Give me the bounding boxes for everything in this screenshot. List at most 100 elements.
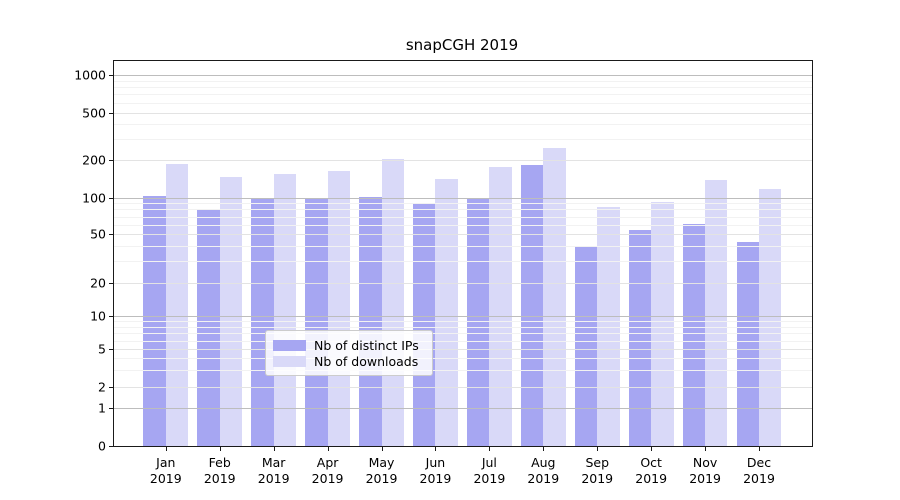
y-tick-mark	[109, 316, 114, 317]
bar-distinct-ips	[520, 165, 544, 446]
y-tick-label: 10	[90, 308, 106, 324]
y-tick-label: 50	[90, 226, 106, 242]
x-tick-label-year: 2019	[311, 471, 344, 487]
legend: Nb of distinct IPs Nb of downloads	[265, 330, 433, 376]
x-tick-label-year: 2019	[365, 471, 398, 487]
bar-downloads	[435, 179, 458, 446]
bar-downloads	[273, 174, 297, 446]
x-tick-mark	[273, 447, 275, 451]
y-tick-label: 0	[98, 438, 106, 453]
legend-label-downloads: Nb of downloads	[314, 353, 419, 369]
grid-line-mid	[114, 160, 812, 162]
x-tick-mark	[651, 447, 653, 451]
x-tick-label-year: 2019	[419, 471, 452, 487]
y-tick-mark	[109, 112, 114, 114]
x-tick-mark	[219, 447, 221, 451]
y-tick-label: 5	[98, 341, 106, 357]
bar-distinct-ips	[628, 230, 652, 446]
bar-downloads	[597, 206, 620, 446]
bar-downloads	[327, 171, 350, 446]
x-tick-mark	[165, 447, 167, 451]
grid-line-minor	[114, 102, 812, 104]
x-tick-label: Dec 2019	[729, 455, 789, 489]
bar-distinct-ips	[197, 210, 220, 446]
grid-line-major	[114, 75, 812, 76]
y-tick-mark	[109, 407, 114, 409]
bar-downloads	[705, 179, 728, 446]
x-tick-label-year: 2019	[473, 471, 506, 487]
x-tick-label: Jun 2019	[405, 455, 465, 489]
bar-downloads	[759, 189, 782, 446]
bar-downloads	[651, 202, 674, 446]
x-tick-label-year: 2019	[689, 471, 721, 487]
bar-downloads	[165, 163, 189, 446]
x-tick-mark	[597, 447, 599, 451]
x-tick-label: Feb 2019	[190, 455, 250, 489]
y-tick-label: 100	[82, 190, 106, 206]
bar-distinct-ips	[574, 247, 598, 446]
x-tick-label: Mar 2019	[244, 455, 304, 489]
grid-line-minor	[114, 87, 812, 89]
bar-distinct-ips	[359, 196, 382, 446]
x-tick-mark	[381, 447, 383, 451]
bar-downloads	[543, 148, 566, 446]
x-tick-mark	[327, 447, 329, 451]
x-tick-mark	[489, 447, 491, 451]
bar-downloads	[219, 176, 243, 446]
bar-distinct-ips	[305, 198, 328, 446]
bar-distinct-ips	[413, 203, 436, 446]
x-tick-label: Jul 2019	[459, 455, 519, 489]
y-tick-mark	[109, 386, 114, 388]
grid-line-minor	[114, 94, 812, 96]
bar-distinct-ips	[466, 198, 490, 446]
y-tick-label: 1000	[74, 67, 106, 83]
x-tick-label-year: 2019	[635, 471, 668, 487]
y-tick-mark	[109, 234, 114, 236]
chart-title: snapCGH 2019	[405, 36, 519, 54]
y-tick-mark	[109, 160, 114, 162]
y-tick-mark	[109, 282, 114, 284]
legend-swatch-distinct-ips	[273, 339, 306, 351]
grid-line-mid	[114, 112, 812, 114]
x-tick-label: Apr 2019	[298, 455, 358, 489]
x-tick-mark	[435, 447, 437, 451]
y-tick-label: 500	[82, 105, 106, 121]
x-tick-label: Jan 2019	[136, 455, 196, 489]
bar-distinct-ips	[143, 195, 166, 446]
x-tick-label-year: 2019	[527, 471, 560, 487]
grid-line-minor	[114, 139, 812, 141]
x-tick-label-year: 2019	[743, 471, 775, 487]
bar-downloads	[381, 158, 404, 446]
x-tick-mark	[543, 447, 545, 451]
x-tick-mark	[759, 447, 761, 451]
x-tick-label: May 2019	[352, 455, 412, 489]
y-tick-label: 20	[90, 275, 106, 291]
y-tick-mark	[109, 197, 114, 199]
legend-label-distinct-ips: Nb of distinct IPs	[314, 337, 419, 353]
x-tick-label: Nov 2019	[675, 455, 735, 489]
grid-line-minor	[114, 124, 812, 126]
bar-distinct-ips	[736, 242, 760, 446]
y-tick-label: 2	[98, 379, 106, 395]
y-tick-mark	[109, 445, 114, 447]
bar-downloads	[489, 166, 512, 446]
x-tick-label-year: 2019	[581, 471, 614, 487]
grid-line-minor	[114, 80, 812, 82]
x-tick-label-year: 2019	[257, 471, 290, 487]
x-tick-label-year: 2019	[203, 471, 236, 487]
legend-item-downloads: Nb of downloads	[273, 353, 424, 369]
legend-item-distinct-ips: Nb of distinct IPs	[273, 337, 424, 353]
bar-distinct-ips	[251, 199, 274, 446]
x-tick-label: Aug 2019	[513, 455, 573, 489]
y-tick-mark	[109, 349, 114, 351]
plot-area: 0 1 2 5 10 20 50 100 200 500 1000 Jan 2019 Feb 2019 Mar…	[74, 59, 813, 486]
x-tick-label: Sep 2019	[567, 455, 627, 489]
bar-distinct-ips	[682, 223, 706, 446]
x-tick-mark	[705, 447, 707, 451]
y-tick-label: 200	[82, 152, 106, 168]
x-tick-label: Oct 2019	[621, 455, 681, 489]
y-tick-label: 1	[98, 400, 106, 416]
x-tick-label-year: 2019	[149, 471, 182, 487]
legend-swatch-downloads	[273, 355, 306, 367]
